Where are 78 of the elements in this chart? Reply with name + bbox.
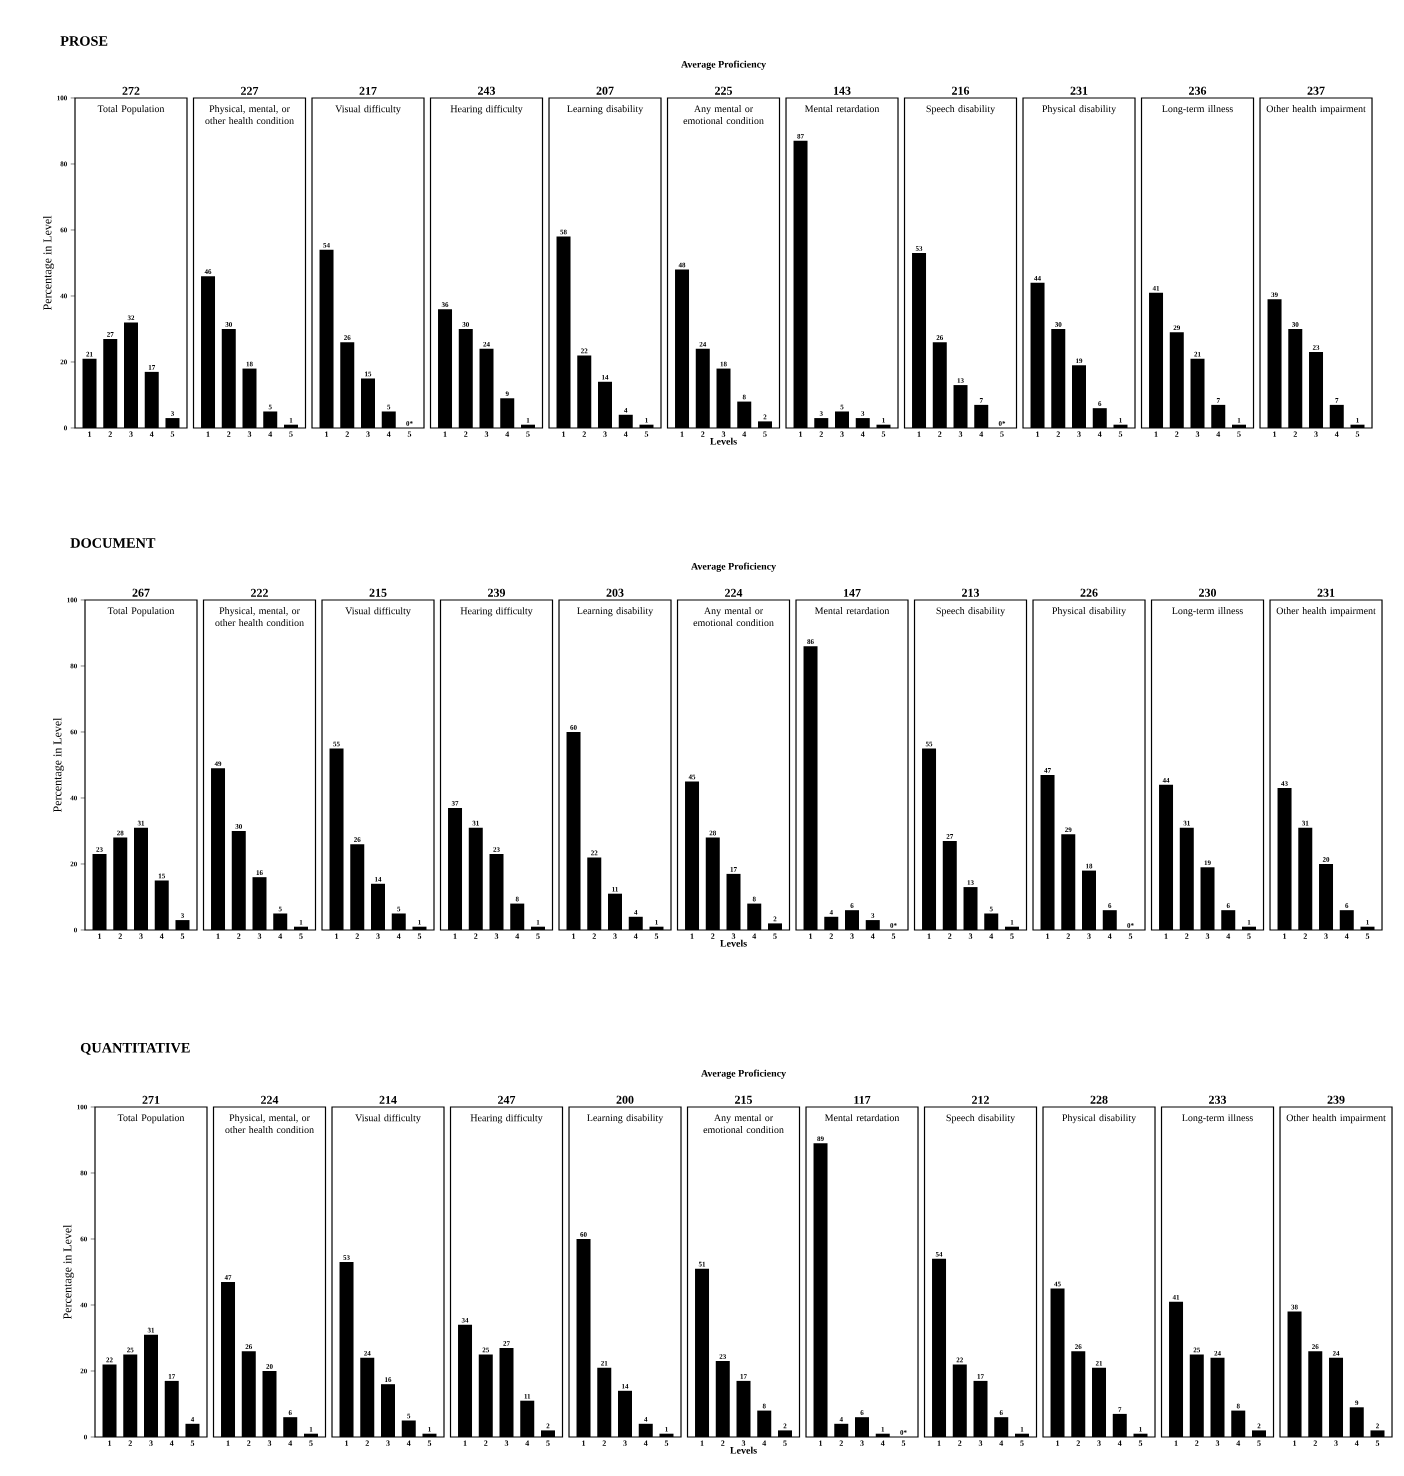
chart-subtitle: 231: [1070, 86, 1088, 95]
text: Visual difficulty: [355, 1114, 421, 1124]
text: Total Population: [117, 1114, 185, 1124]
text: Physical, mental, or other health condition: [205, 105, 294, 125]
text: Average Proficiency: [701, 1069, 786, 1079]
text: Learning disability: [577, 607, 654, 617]
text: Learning disability: [587, 1114, 664, 1124]
chart-subtitle: 236: [1189, 86, 1207, 95]
chart-subtitle: 227: [241, 86, 259, 95]
chart-subtitle: 216: [952, 86, 970, 95]
chart-subtitle: 224: [725, 588, 743, 597]
text: Other health impairment: [1276, 607, 1376, 617]
chart-subtitle: 226: [1080, 588, 1098, 597]
y-axis-title: Percentage in Level: [63, 1224, 74, 1320]
text: Physical, mental, or other health condition: [225, 1114, 314, 1134]
text: Any mental or emotional condition: [683, 105, 764, 125]
text: Any mental or emotional condition: [693, 607, 774, 627]
text: PROSE: [60, 36, 108, 46]
chart-subtitle: 267: [132, 588, 150, 597]
text: Long-term illness: [1172, 607, 1243, 617]
text: Speech disability: [946, 1114, 1016, 1124]
chart-subtitle: 272: [122, 86, 140, 95]
chart-subtitle: 203: [606, 588, 624, 597]
chart-subtitle: 217: [359, 86, 377, 95]
text: Visual difficulty: [345, 607, 411, 617]
text: Average Proficiency: [681, 60, 766, 70]
text: Mental retardation: [814, 607, 890, 615]
text: Mental retardation: [804, 105, 880, 113]
text: Physical disability: [1062, 1114, 1137, 1124]
text: Total Population: [107, 607, 175, 617]
text: Other health impairment: [1266, 105, 1366, 115]
x-axis-title: Levels: [730, 1446, 757, 1454]
chart-subtitle: 143: [834, 86, 851, 95]
text: Hearing difficulty: [450, 105, 523, 115]
x-axis-title: Levels: [710, 437, 737, 445]
chart-subtitle: 207: [596, 86, 614, 95]
text: Long-term illness: [1162, 105, 1233, 115]
chart-subtitle: 214: [379, 1095, 397, 1104]
text: Average Proficiency: [691, 562, 776, 572]
chart-subtitle: 212: [972, 1095, 989, 1104]
text: Speech disability: [926, 105, 996, 115]
chart-subtitle: 228: [1090, 1095, 1108, 1104]
chart-subtitle: 225: [715, 86, 733, 95]
chart-subtitle: 239: [1327, 1095, 1345, 1104]
text: Total Population: [97, 105, 165, 115]
text: DOCUMENT: [70, 538, 156, 548]
chart-subtitle: 222: [251, 588, 268, 597]
text: Mental retardation: [824, 1114, 900, 1122]
text: Hearing difficulty: [470, 1114, 543, 1124]
chart-subtitle: 200: [616, 1095, 634, 1104]
y-axis-title: Percentage in Level: [53, 717, 64, 813]
chart-subtitle: 213: [962, 588, 980, 597]
text: Learning disability: [567, 105, 644, 115]
text: QUANTITATIVE: [80, 1042, 190, 1055]
text: Physical disability: [1052, 607, 1127, 617]
chart-subtitle: 239: [488, 588, 506, 597]
chart-subtitle: 237: [1307, 86, 1325, 95]
text: Physical disability: [1042, 105, 1117, 115]
text: Long-term illness: [1182, 1114, 1253, 1124]
chart-subtitle: 117: [854, 1095, 871, 1104]
chart-subtitle: 215: [369, 588, 387, 597]
chart-subtitle: 233: [1209, 1095, 1227, 1104]
x-axis-title: Levels: [720, 939, 747, 947]
chart-subtitle: 231: [1317, 588, 1335, 597]
text: Speech disability: [936, 607, 1006, 617]
chart-subtitle: 224: [261, 1095, 279, 1104]
chart-subtitle: 215: [735, 1095, 753, 1104]
chart-subtitle: 271: [142, 1095, 160, 1104]
text: Visual difficulty: [335, 105, 401, 115]
chart-subtitle: 247: [498, 1095, 516, 1104]
text: Other health impairment: [1286, 1114, 1386, 1124]
text: Hearing difficulty: [460, 607, 533, 617]
y-axis-title: Percentage in Level: [43, 215, 54, 311]
text: Physical, mental, or other health condition: [215, 607, 304, 627]
chart-subtitle: 230: [1199, 588, 1217, 597]
text: Any mental or emotional condition: [703, 1114, 784, 1134]
chart-subtitle: 147: [844, 588, 861, 597]
chart-subtitle: 243: [478, 86, 496, 95]
